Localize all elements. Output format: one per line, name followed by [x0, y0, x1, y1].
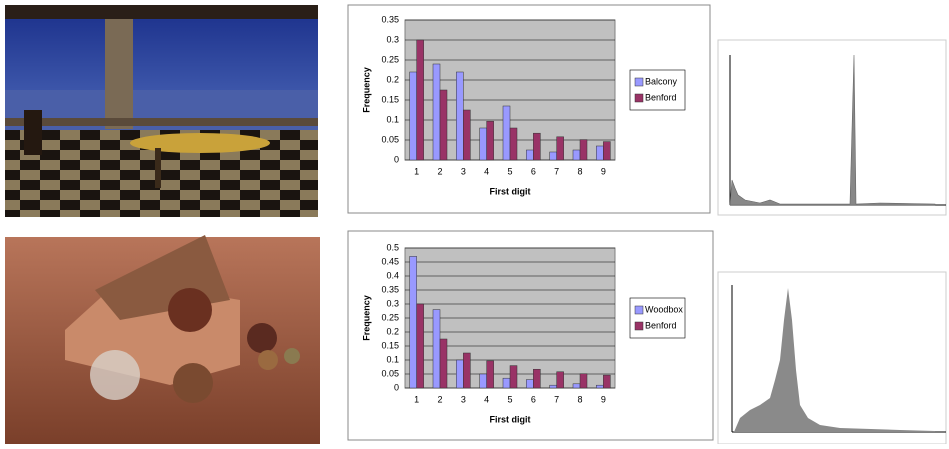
bar	[596, 384, 604, 389]
x-tick-label: 9	[601, 394, 606, 404]
bar	[463, 109, 471, 161]
bar	[556, 136, 564, 161]
bar	[596, 145, 604, 161]
y-tick-label: 0.4	[386, 270, 399, 280]
x-tick-label: 4	[484, 394, 489, 404]
y-tick-label: 0.25	[381, 312, 399, 322]
y-tick-label: 0.3	[386, 34, 399, 44]
y-tick-label: 0.1	[386, 354, 399, 364]
legend-label: Benford	[645, 320, 677, 330]
y-tick-label: 0.15	[381, 94, 399, 104]
y-tick-label: 0.05	[381, 134, 399, 144]
bar	[533, 368, 541, 389]
bar	[456, 359, 464, 389]
woodbox-histogram	[717, 271, 947, 445]
bar	[432, 309, 441, 389]
x-tick-label: 3	[461, 394, 466, 404]
x-tick-label: 7	[554, 166, 559, 176]
legend-swatch	[634, 321, 644, 331]
bar	[409, 256, 417, 389]
x-tick-label: 2	[437, 394, 442, 404]
x-tick-label: 9	[601, 166, 606, 176]
bar	[409, 71, 417, 161]
bar	[439, 338, 448, 389]
x-axis-label: First digit	[490, 186, 531, 196]
legend-box	[629, 297, 686, 339]
bar	[509, 365, 518, 389]
bar	[579, 139, 588, 161]
bar	[549, 384, 557, 389]
x-tick-label: 5	[507, 166, 512, 176]
x-tick-label: 1	[414, 394, 419, 404]
y-tick-label: 0.2	[386, 74, 399, 84]
bar	[439, 89, 448, 161]
x-tick-label: 5	[507, 394, 512, 404]
bar	[533, 132, 541, 161]
bar	[502, 377, 511, 389]
y-tick-label: 0.2	[386, 326, 399, 336]
bar	[486, 120, 494, 161]
x-tick-label: 7	[554, 394, 559, 404]
bar	[416, 303, 424, 389]
legend-label: Woodbox	[645, 304, 683, 314]
bar	[509, 127, 518, 161]
bar	[572, 149, 581, 161]
bar	[479, 373, 487, 389]
x-tick-label: 8	[577, 394, 582, 404]
bar	[502, 105, 511, 161]
bar	[572, 383, 581, 389]
x-tick-label: 6	[531, 166, 536, 176]
legend-swatch	[634, 93, 644, 103]
y-tick-label: 0.35	[381, 14, 399, 24]
y-tick-label: 0.15	[381, 340, 399, 350]
y-tick-label: 0.25	[381, 54, 399, 64]
bar	[526, 379, 534, 389]
bar	[486, 360, 494, 389]
y-tick-label: 0.1	[386, 114, 399, 124]
legend-label: Balcony	[645, 76, 678, 86]
x-tick-label: 3	[461, 166, 466, 176]
bar	[549, 151, 557, 161]
legend-label: Benford	[645, 92, 677, 102]
y-tick-label: 0.45	[381, 256, 399, 266]
y-tick-label: 0	[394, 154, 399, 164]
x-tick-label: 1	[414, 166, 419, 176]
x-tick-label: 4	[484, 166, 489, 176]
x-tick-label: 8	[577, 166, 582, 176]
legend-box	[629, 69, 686, 111]
x-tick-label: 2	[437, 166, 442, 176]
y-tick-label: 0.35	[381, 284, 399, 294]
x-axis-label: First digit	[490, 414, 531, 424]
y-tick-label: 0	[394, 382, 399, 392]
y-axis-label: Frequency	[361, 295, 371, 341]
y-tick-label: 0.05	[381, 368, 399, 378]
bar	[456, 71, 464, 161]
bar	[556, 371, 564, 389]
bar	[579, 373, 588, 389]
y-tick-label: 0.5	[386, 242, 399, 252]
bar	[432, 63, 441, 161]
balcony-histogram	[717, 39, 947, 216]
x-tick-label: 6	[531, 394, 536, 404]
y-tick-label: 0.3	[386, 298, 399, 308]
y-axis-label: Frequency	[361, 67, 371, 113]
bar	[603, 141, 611, 161]
bar	[479, 127, 487, 161]
bar	[526, 149, 534, 161]
legend-swatch	[634, 77, 644, 87]
bar	[603, 374, 611, 389]
woodbox-photo	[5, 235, 320, 444]
bar	[463, 352, 471, 389]
balcony-photo	[5, 5, 318, 217]
legend-swatch	[634, 305, 644, 315]
bar	[416, 39, 424, 161]
